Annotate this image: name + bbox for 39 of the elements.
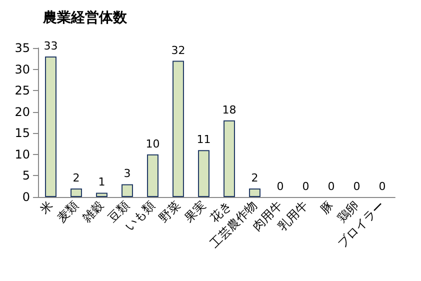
data-label: 0 [378,180,386,193]
bar [198,150,210,197]
data-label: 2 [72,171,80,184]
data-label: 0 [353,180,360,193]
bar [224,120,235,197]
bar [122,184,133,197]
y-tick-label: 20 [14,104,30,119]
y-tick-label: 10 [14,147,30,162]
data-label: 32 [171,44,186,57]
bar [147,154,158,197]
bar [249,188,260,197]
data-label: 0 [328,180,335,193]
y-tick-label: 25 [14,84,30,98]
data-label: 0 [302,180,310,193]
y-tick-label: 35 [14,41,30,55]
bar [172,60,184,197]
y-tick-label: 30 [14,62,30,76]
data-label: 33 [44,40,58,53]
y-tick-label: 15 [14,126,30,140]
data-label: 0 [276,180,284,193]
y-tick-label: 0 [22,190,30,204]
data-label: 18 [222,103,236,116]
x-tick-label: 豚 [318,198,336,216]
bar [96,192,108,197]
x-tick-label: 米 [37,198,56,216]
x-tick-label: 麦類 [54,198,82,225]
x-tick-label: 豆類 [105,198,132,225]
bar [45,56,56,197]
data-label: 10 [146,137,160,150]
data-label: 1 [98,176,106,189]
x-tick-label: 野菜 [156,198,184,225]
data-label: 3 [124,167,131,180]
chart-title: 農業経営体数 [42,10,128,26]
data-label: 11 [196,133,211,146]
bar [70,188,82,197]
x-tick-label: 雑穀 [80,198,107,225]
data-label: 2 [251,171,258,184]
y-tick-label: 5 [22,168,30,183]
x-tick-label: 果実 [182,198,209,225]
